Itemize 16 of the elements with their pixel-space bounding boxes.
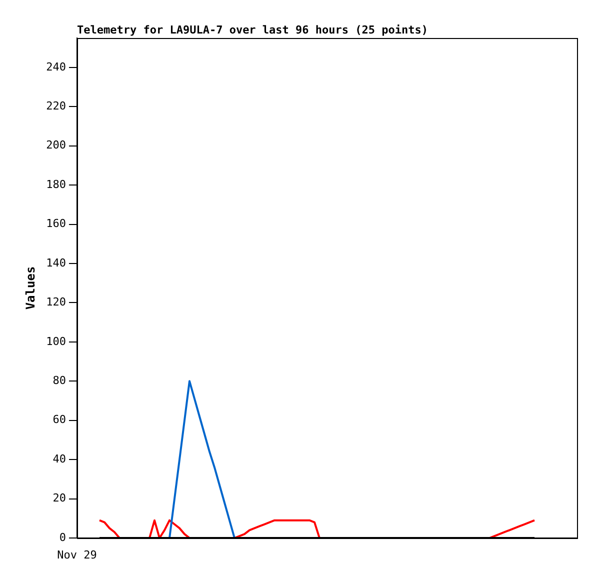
- text: Nov 29: [57, 548, 97, 562]
- y-tick-label: 120: [46, 296, 66, 309]
- y-tick-label: 80: [52, 374, 66, 387]
- y-tick-label: 160: [46, 217, 66, 230]
- y-tick-label: 20: [52, 492, 66, 505]
- y-tick-label: 140: [46, 256, 66, 270]
- chart-title: Telemetry for LA9ULA-7 over last 96 hours (25 points): [77, 23, 428, 36]
- y-tick-label: 100: [46, 334, 66, 348]
- y-tick-label: 220: [46, 99, 66, 112]
- y-tick-label: 180: [46, 178, 66, 191]
- y-tick-label: 40: [52, 452, 66, 466]
- y-axis-title: Values: [23, 266, 38, 310]
- y-tick-label: 0: [59, 530, 66, 544]
- y-tick-label: 60: [52, 413, 66, 426]
- y-tick-label: 200: [46, 138, 66, 152]
- y-tick-label: 240: [46, 60, 66, 74]
